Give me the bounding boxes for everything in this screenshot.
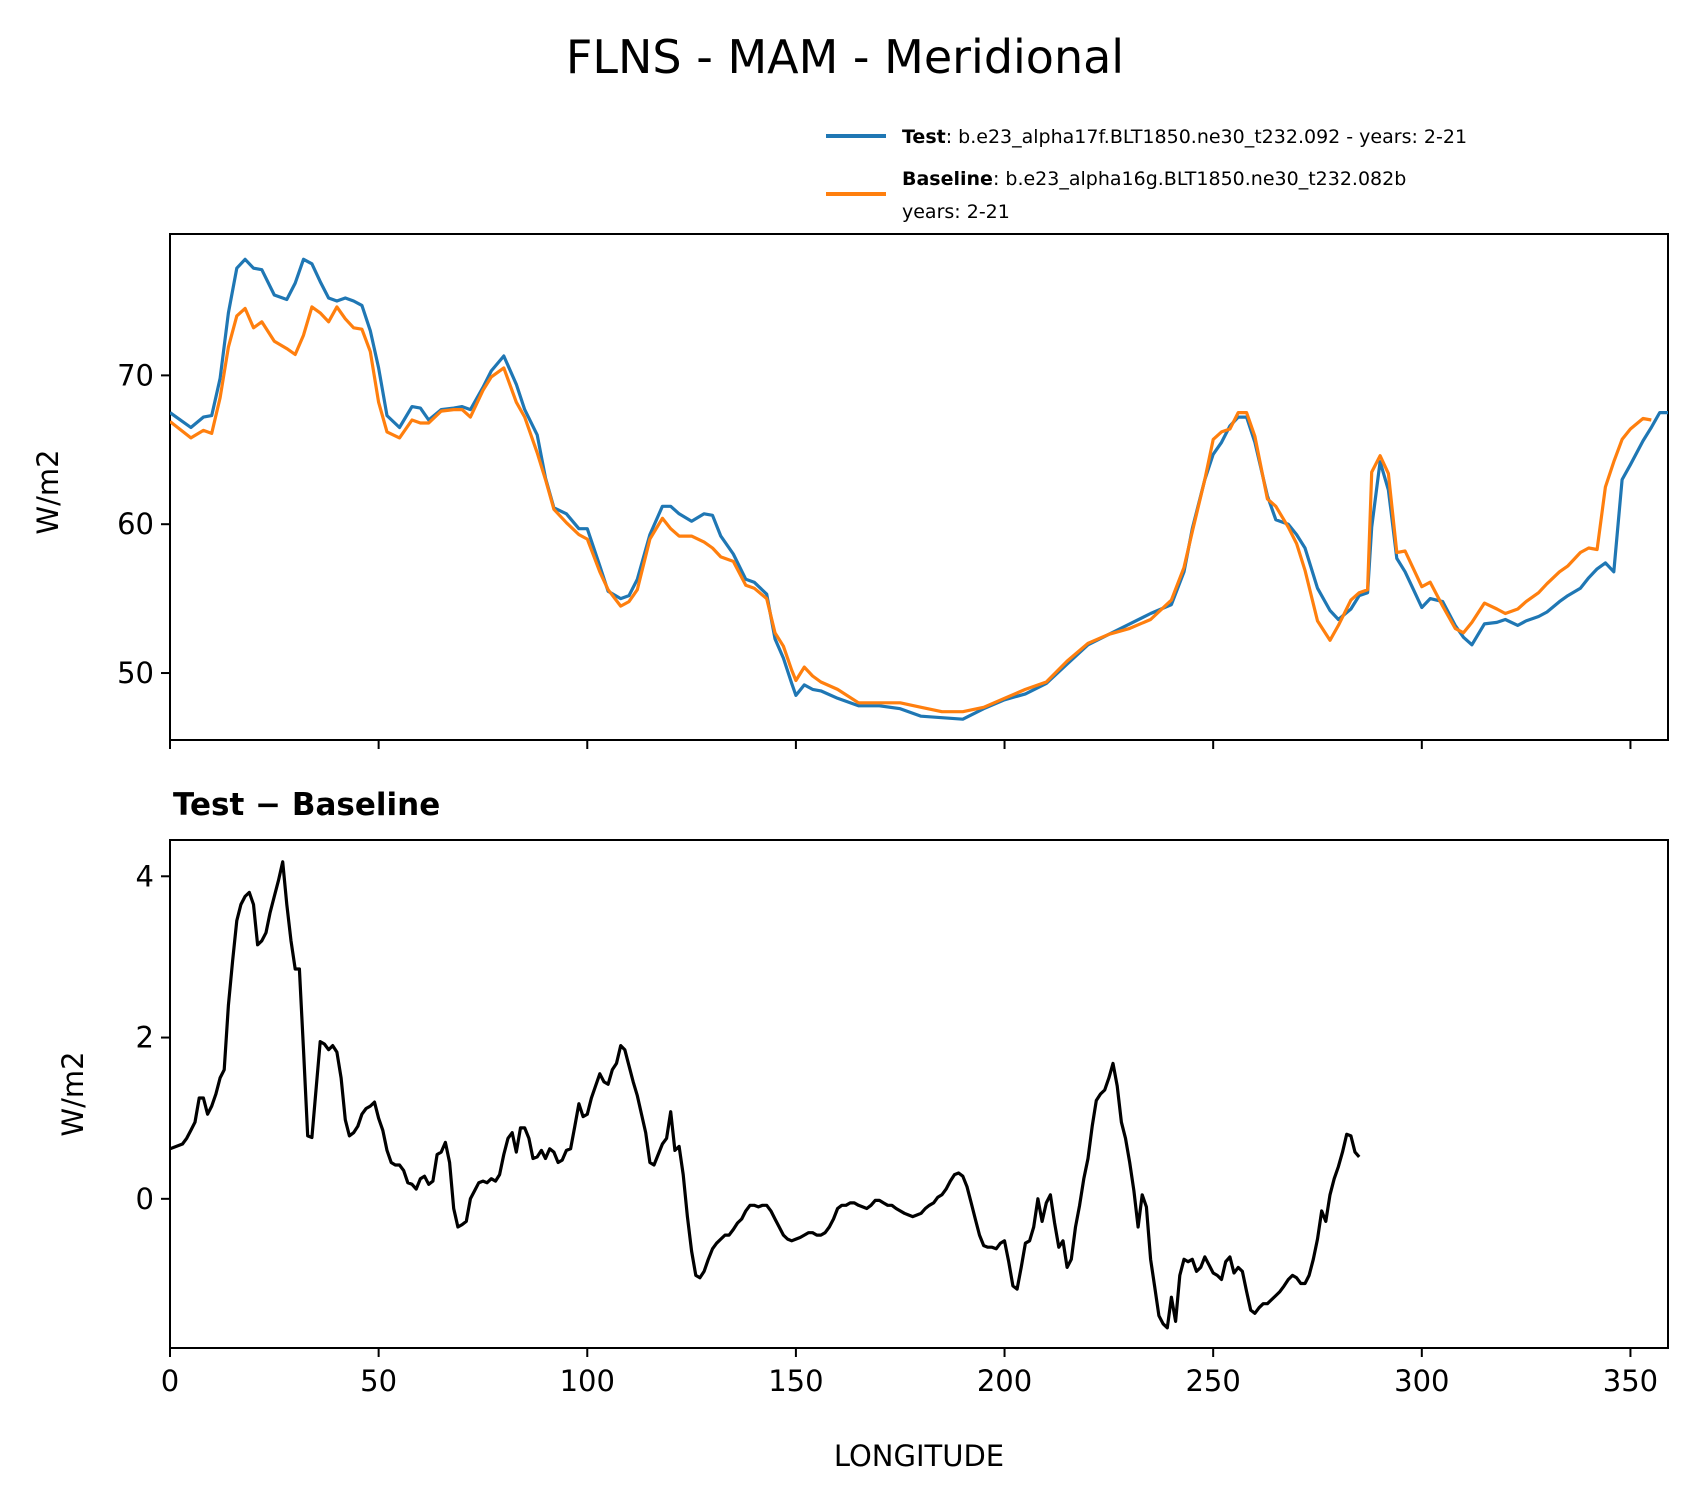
x-tick-label: 50 bbox=[360, 1364, 397, 1398]
chart-title: FLNS - MAM - Meridional bbox=[566, 30, 1124, 84]
bottom-panel: Test − Baseline 0 2 4 0 50 100 150 200 250 300 35… bbox=[56, 787, 1669, 1473]
bottom-y-tick-label: 0 bbox=[136, 1182, 154, 1216]
top-y-tick-label: 60 bbox=[117, 507, 154, 541]
top-y-axis-label: W/m2 bbox=[31, 449, 65, 534]
top-y-ticks: 50 60 70 bbox=[117, 358, 170, 690]
series-line-baseline bbox=[170, 305, 1652, 714]
x-tick-label: 250 bbox=[1185, 1364, 1240, 1398]
x-tick-label: 350 bbox=[1603, 1364, 1658, 1398]
legend-baseline-label: Baseline: b.e23_alpha16g.BLT1850.ne30_t2… bbox=[902, 168, 1406, 190]
x-tick-label: 150 bbox=[768, 1364, 823, 1398]
x-tick-label: 200 bbox=[977, 1364, 1032, 1398]
legend-baseline-name: Baseline bbox=[902, 168, 993, 190]
x-tick-label: 300 bbox=[1394, 1364, 1449, 1398]
legend-test-label: Test: b.e23_alpha17f.BLT1850.ne30_t232.0… bbox=[902, 126, 1467, 148]
bottom-y-axis-label: W/m2 bbox=[56, 1051, 90, 1136]
bottom-x-ticks: 0 50 100 150 200 250 300 350 bbox=[161, 1348, 1658, 1398]
top-x-ticks bbox=[169, 740, 1632, 749]
x-axis-label: LONGITUDE bbox=[834, 1439, 1004, 1473]
top-y-tick-label: 70 bbox=[117, 358, 154, 392]
legend: Test: b.e23_alpha17f.BLT1850.ne30_t232.0… bbox=[826, 126, 1467, 223]
legend-baseline-desc: : b.e23_alpha16g.BLT1850.ne30_t232.082b bbox=[993, 168, 1406, 190]
bottom-y-tick-label: 2 bbox=[136, 1021, 154, 1055]
series-line-test-baseline bbox=[170, 860, 1361, 1330]
legend-baseline-years: years: 2-21 bbox=[902, 201, 1010, 223]
bottom-series-lines bbox=[170, 860, 1361, 1330]
series-line-test bbox=[170, 257, 1668, 721]
top-panel: 50 60 70 W/m2 bbox=[31, 233, 1669, 749]
legend-test-name: Test bbox=[902, 126, 946, 148]
top-y-tick-label: 50 bbox=[117, 656, 154, 690]
top-series-lines bbox=[170, 257, 1668, 721]
top-panel-frame bbox=[169, 233, 1669, 741]
bottom-y-tick-label: 4 bbox=[136, 859, 154, 893]
legend-test-desc: : b.e23_alpha17f.BLT1850.ne30_t232.092 -… bbox=[946, 126, 1467, 148]
bottom-panel-title: Test − Baseline bbox=[173, 787, 440, 823]
x-tick-label: 100 bbox=[560, 1364, 615, 1398]
x-tick-label: 0 bbox=[161, 1364, 179, 1398]
bottom-y-ticks: 0 2 4 bbox=[136, 859, 170, 1216]
bottom-panel-frame bbox=[169, 839, 1669, 1349]
